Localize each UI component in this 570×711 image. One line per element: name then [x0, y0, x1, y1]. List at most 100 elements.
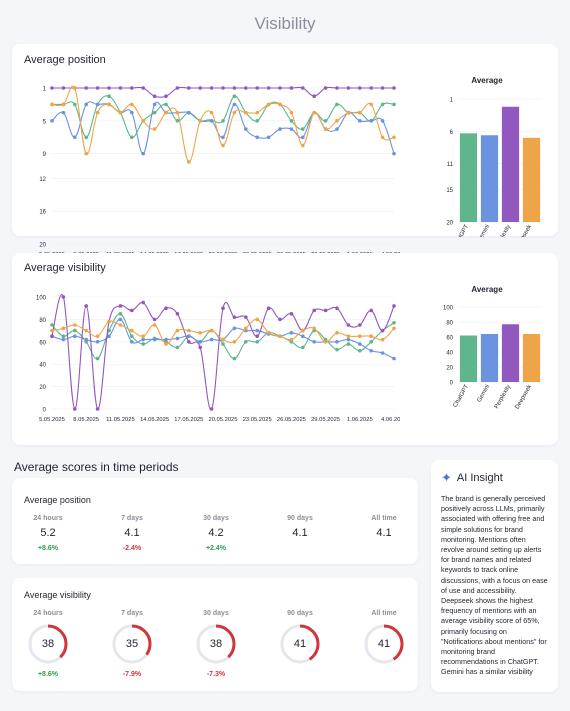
data-point[interactable]: [335, 306, 339, 310]
data-point[interactable]: [301, 127, 305, 131]
data-point[interactable]: [232, 340, 237, 344]
data-point[interactable]: [232, 356, 237, 361]
data-point[interactable]: [392, 320, 396, 325]
data-point[interactable]: [255, 328, 259, 333]
bar-gemini[interactable]: [480, 334, 499, 382]
data-point[interactable]: [95, 110, 100, 115]
data-point[interactable]: [84, 135, 88, 140]
data-point[interactable]: [289, 110, 294, 115]
data-point[interactable]: [369, 119, 374, 123]
data-point[interactable]: [61, 334, 66, 338]
data-point[interactable]: [266, 331, 271, 335]
data-point[interactable]: [392, 326, 396, 331]
data-point[interactable]: [335, 119, 339, 123]
data-point[interactable]: [141, 342, 145, 346]
data-point[interactable]: [369, 348, 374, 353]
data-point[interactable]: [380, 337, 385, 342]
data-point[interactable]: [244, 340, 248, 344]
data-point[interactable]: [278, 127, 282, 131]
data-point[interactable]: [73, 102, 77, 107]
data-point[interactable]: [221, 306, 225, 310]
data-point[interactable]: [335, 340, 339, 344]
data-point[interactable]: [358, 342, 362, 346]
data-point[interactable]: [221, 119, 225, 123]
data-point[interactable]: [323, 340, 328, 344]
data-point[interactable]: [107, 94, 111, 99]
data-point[interactable]: [380, 351, 385, 355]
data-point[interactable]: [164, 110, 168, 115]
data-point[interactable]: [392, 304, 396, 308]
data-point[interactable]: [95, 407, 100, 411]
data-point[interactable]: [198, 345, 202, 350]
data-point[interactable]: [289, 312, 294, 316]
data-point[interactable]: [130, 135, 134, 140]
data-point[interactable]: [118, 304, 123, 308]
data-point[interactable]: [187, 334, 191, 338]
data-point[interactable]: [301, 143, 305, 148]
data-point[interactable]: [130, 102, 134, 107]
data-point[interactable]: [95, 334, 100, 338]
data-point[interactable]: [346, 110, 351, 115]
bar-perplexity[interactable]: [501, 324, 520, 382]
data-point[interactable]: [95, 340, 100, 344]
data-point[interactable]: [73, 334, 77, 338]
data-point[interactable]: [198, 340, 202, 344]
data-point[interactable]: [278, 86, 282, 90]
data-point[interactable]: [164, 342, 168, 346]
data-point[interactable]: [107, 102, 111, 107]
data-point[interactable]: [175, 328, 180, 333]
data-point[interactable]: [358, 110, 362, 115]
data-point[interactable]: [164, 94, 168, 99]
data-point[interactable]: [323, 127, 328, 131]
data-point[interactable]: [301, 86, 305, 90]
data-point[interactable]: [175, 110, 180, 115]
data-point[interactable]: [95, 356, 100, 361]
data-point[interactable]: [130, 334, 134, 338]
data-point[interactable]: [255, 135, 259, 140]
data-point[interactable]: [198, 86, 202, 90]
data-point[interactable]: [323, 308, 328, 313]
data-point[interactable]: [152, 102, 157, 107]
data-point[interactable]: [209, 407, 214, 411]
data-point[interactable]: [301, 345, 305, 350]
data-point[interactable]: [50, 323, 54, 327]
data-point[interactable]: [358, 323, 362, 327]
data-point[interactable]: [209, 328, 214, 333]
data-point[interactable]: [61, 295, 66, 299]
data-point[interactable]: [255, 317, 259, 322]
data-point[interactable]: [301, 334, 305, 338]
data-point[interactable]: [107, 334, 111, 338]
data-point[interactable]: [221, 86, 225, 90]
data-point[interactable]: [244, 127, 248, 131]
data-point[interactable]: [392, 86, 396, 90]
data-point[interactable]: [209, 337, 214, 342]
data-point[interactable]: [209, 119, 214, 123]
data-point[interactable]: [255, 340, 259, 344]
data-point[interactable]: [346, 337, 351, 342]
data-point[interactable]: [187, 328, 191, 333]
data-point[interactable]: [152, 323, 157, 327]
data-point[interactable]: [232, 86, 237, 90]
data-point[interactable]: [84, 102, 88, 107]
data-point[interactable]: [84, 304, 88, 308]
data-point[interactable]: [335, 331, 339, 335]
data-point[interactable]: [95, 102, 100, 107]
bar-perplexity[interactable]: [501, 106, 520, 222]
data-point[interactable]: [61, 86, 66, 90]
data-point[interactable]: [198, 119, 202, 123]
data-point[interactable]: [187, 160, 191, 164]
data-point[interactable]: [61, 337, 66, 342]
data-point[interactable]: [130, 110, 134, 115]
data-point[interactable]: [346, 342, 351, 346]
data-point[interactable]: [187, 86, 191, 90]
data-point[interactable]: [369, 334, 374, 338]
data-point[interactable]: [61, 110, 66, 115]
data-point[interactable]: [346, 334, 351, 338]
data-point[interactable]: [221, 342, 225, 346]
data-point[interactable]: [50, 334, 54, 338]
data-point[interactable]: [73, 135, 77, 140]
data-point[interactable]: [255, 334, 259, 338]
bar-deepseek[interactable]: [522, 137, 541, 222]
data-point[interactable]: [255, 86, 259, 90]
data-point[interactable]: [244, 86, 248, 90]
